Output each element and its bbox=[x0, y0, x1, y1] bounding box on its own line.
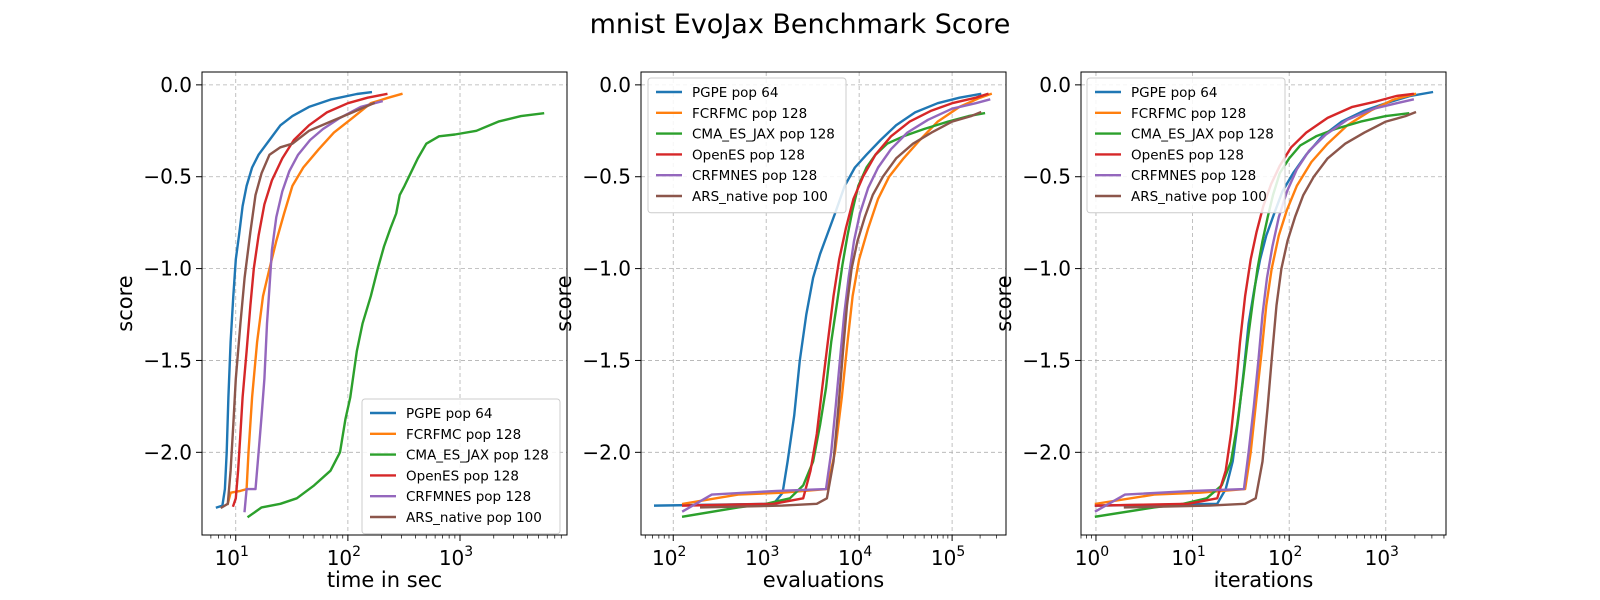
series-line-openes-pop-128 bbox=[681, 92, 989, 507]
legend-box bbox=[1086, 77, 1286, 214]
legend-entry-label: ARS_native pop 100 bbox=[406, 510, 542, 526]
series-line-crfmnes-pop-128 bbox=[243, 99, 384, 513]
legend-entry-label: CRFMNES pop 128 bbox=[692, 168, 817, 184]
y-tick-label: 0.0 bbox=[599, 73, 631, 97]
x-tick-exponent: 2 bbox=[352, 544, 361, 560]
y-tick-label: 0.0 bbox=[1039, 73, 1071, 97]
y-tick-label: −2.0 bbox=[1022, 440, 1071, 464]
y-axis-label: score bbox=[552, 275, 576, 331]
legend-entry-label: PGPE pop 64 bbox=[1131, 85, 1217, 101]
legend-box bbox=[361, 398, 561, 535]
y-tick-label: −0.5 bbox=[1022, 165, 1071, 189]
series-line-crfmnes-pop-128 bbox=[681, 98, 991, 513]
legend-entry-label: CRFMNES pop 128 bbox=[1131, 168, 1256, 184]
x-tick-exponent: 3 bbox=[770, 544, 779, 560]
series-line-cma-es-jax-pop-128 bbox=[681, 111, 986, 518]
series-line-ars-native-pop-100 bbox=[699, 110, 982, 509]
y-tick-label: −0.5 bbox=[143, 165, 192, 189]
series-line-openes-pop-128 bbox=[231, 92, 388, 508]
series-group bbox=[1094, 90, 1434, 518]
series-line-ars-native-pop-100 bbox=[1123, 110, 1417, 509]
y-tick-label: 0.0 bbox=[160, 73, 192, 97]
x-tick-exponent: 4 bbox=[863, 544, 872, 560]
series-line-pgpe-pop-64 bbox=[215, 90, 373, 509]
legend-entry-label: CMA_ES_JAX pop 128 bbox=[406, 448, 549, 464]
legend-entry-label: OpenES pop 128 bbox=[1131, 147, 1244, 163]
series-line-cma-es-jax-pop-128 bbox=[246, 111, 545, 519]
figure-title: mnist EvoJax Benchmark Score bbox=[590, 9, 1011, 40]
legend-box bbox=[647, 77, 847, 214]
x-tick-exponent: 1 bbox=[240, 544, 249, 560]
x-tick-exponent: 5 bbox=[956, 544, 965, 560]
x-axis-label: iterations bbox=[1214, 568, 1314, 592]
y-tick-label: −1.0 bbox=[582, 257, 631, 281]
series-line-crfmnes-pop-128 bbox=[1094, 98, 1415, 513]
y-tick-label: −2.0 bbox=[143, 440, 192, 464]
x-tick-exponent: 2 bbox=[678, 544, 687, 560]
legend-entry-label: FCRFMC pop 128 bbox=[692, 106, 807, 122]
legend: PGPE pop 64 FCRFMC pop 128 CMA_ES_JAX pop … bbox=[1086, 77, 1286, 214]
x-tick-exponent: 3 bbox=[464, 544, 473, 560]
series-line-openes-pop-128 bbox=[1094, 92, 1415, 507]
y-tick-label: −2.0 bbox=[582, 440, 631, 464]
legend: PGPE pop 64 FCRFMC pop 128 CMA_ES_JAX pop … bbox=[361, 398, 561, 535]
x-tick-exponent: 3 bbox=[1390, 544, 1399, 560]
y-axis-label: score bbox=[113, 275, 137, 331]
series-line-pgpe-pop-64 bbox=[1094, 90, 1434, 507]
plot-frame bbox=[640, 71, 1007, 536]
legend-entry-label: OpenES pop 128 bbox=[406, 468, 519, 484]
x-tick-exponent: 2 bbox=[1293, 544, 1302, 560]
legend-entry-label: ARS_native pop 100 bbox=[1131, 189, 1267, 205]
y-tick-label: −1.5 bbox=[1022, 348, 1071, 372]
legend-entry-label: PGPE pop 64 bbox=[692, 85, 778, 101]
chart-panel-3: 100 101 102 1030.0−0.5−1.0−1.5−2.0iteration… bbox=[992, 71, 1447, 592]
legend-entry-label: FCRFMC pop 128 bbox=[406, 427, 521, 443]
legend-entry-label: CMA_ES_JAX pop 128 bbox=[692, 127, 835, 143]
legend-entry-label: CMA_ES_JAX pop 128 bbox=[1131, 127, 1274, 143]
legend-entry-label: PGPE pop 64 bbox=[406, 406, 492, 422]
chart-panel-2: 102 103 104 1050.0−0.5−1.0−1.5−2.0evaluatio… bbox=[552, 71, 1007, 592]
series-group bbox=[215, 90, 545, 519]
y-tick-label: −0.5 bbox=[582, 165, 631, 189]
x-axis-label: evaluations bbox=[763, 568, 884, 592]
legend-entry-label: OpenES pop 128 bbox=[692, 147, 805, 163]
legend-entry-label: FCRFMC pop 128 bbox=[1131, 106, 1246, 122]
y-tick-label: −1.5 bbox=[582, 348, 631, 372]
y-tick-label: −1.5 bbox=[143, 348, 192, 372]
legend-entry-label: ARS_native pop 100 bbox=[692, 189, 828, 205]
x-tick-label: 103 bbox=[745, 544, 779, 570]
y-tick-label: −1.0 bbox=[143, 257, 192, 281]
y-axis-label: score bbox=[992, 275, 1016, 331]
x-axis-label: time in sec bbox=[327, 568, 442, 592]
legend-entry-label: CRFMNES pop 128 bbox=[406, 489, 531, 505]
series-line-ars-native-pop-100 bbox=[220, 101, 376, 510]
series-line-pgpe-pop-64 bbox=[653, 92, 982, 507]
legend: PGPE pop 64 FCRFMC pop 128 CMA_ES_JAX pop … bbox=[647, 77, 847, 214]
x-tick-exponent: 1 bbox=[1197, 544, 1206, 560]
y-tick-label: −1.0 bbox=[1022, 257, 1071, 281]
series-group bbox=[653, 92, 993, 518]
plot-frame bbox=[201, 71, 568, 536]
series-line-cma-es-jax-pop-128 bbox=[1094, 111, 1410, 518]
x-tick-exponent: 0 bbox=[1100, 544, 1109, 560]
plot-frame bbox=[1080, 71, 1447, 536]
